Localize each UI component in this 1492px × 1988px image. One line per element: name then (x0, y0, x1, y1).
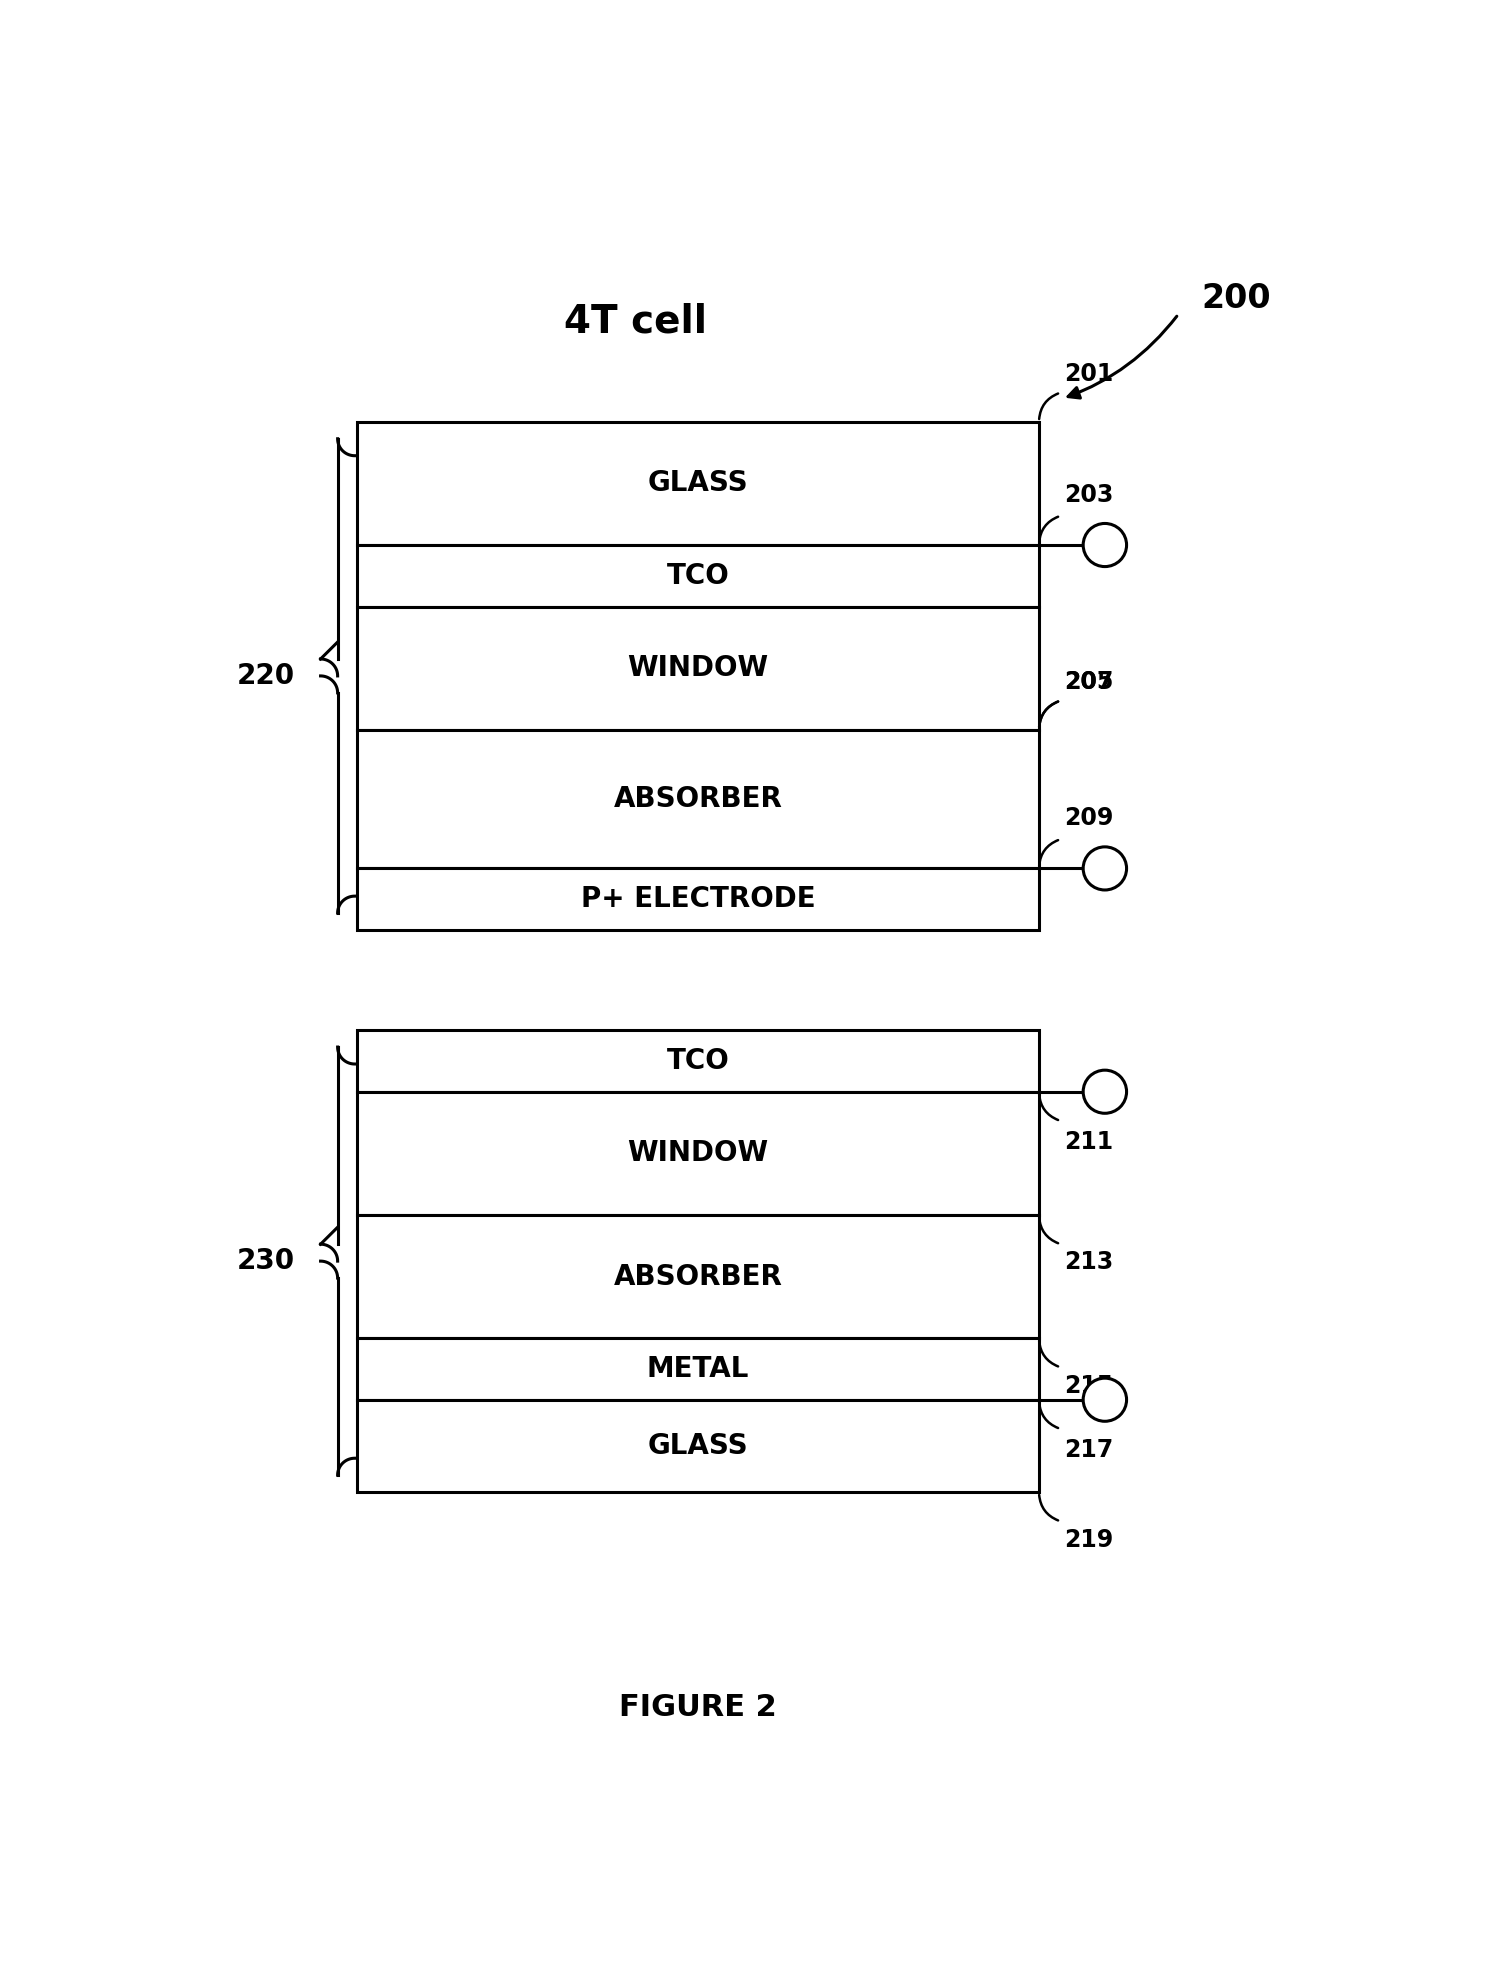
Text: GLASS: GLASS (648, 1431, 749, 1459)
Circle shape (1083, 1378, 1126, 1421)
Text: P+ ELECTRODE: P+ ELECTRODE (580, 885, 815, 912)
Bar (357, 545, 1038, 606)
Text: TCO: TCO (667, 563, 730, 590)
Bar (357, 421, 1038, 545)
Text: FIGURE 2: FIGURE 2 (619, 1694, 777, 1722)
Circle shape (1083, 1070, 1126, 1113)
Text: 207: 207 (1065, 670, 1115, 694)
Text: ABSORBER: ABSORBER (613, 1262, 782, 1290)
Circle shape (1083, 523, 1126, 567)
Text: GLASS: GLASS (648, 469, 749, 497)
Circle shape (1083, 847, 1126, 891)
Bar (357, 1030, 1038, 1091)
Text: 201: 201 (1065, 362, 1115, 386)
Text: 203: 203 (1065, 483, 1115, 507)
Text: 219: 219 (1065, 1527, 1115, 1551)
Bar (357, 1215, 1038, 1338)
Text: 205: 205 (1065, 670, 1115, 694)
Text: 217: 217 (1065, 1437, 1115, 1463)
Text: 209: 209 (1065, 805, 1115, 829)
Text: WINDOW: WINDOW (628, 654, 768, 682)
Text: TCO: TCO (667, 1048, 730, 1076)
Text: 220: 220 (237, 662, 295, 690)
Text: ABSORBER: ABSORBER (613, 785, 782, 813)
Text: 230: 230 (237, 1246, 295, 1274)
Bar (357, 730, 1038, 869)
Bar (357, 1400, 1038, 1493)
Text: WINDOW: WINDOW (628, 1139, 768, 1167)
Bar (357, 869, 1038, 930)
Text: 215: 215 (1065, 1374, 1115, 1398)
Text: 211: 211 (1065, 1131, 1113, 1155)
Text: 4T cell: 4T cell (564, 302, 707, 340)
Text: METAL: METAL (648, 1356, 749, 1384)
Bar (357, 606, 1038, 730)
Text: 213: 213 (1065, 1250, 1115, 1274)
Bar (357, 1091, 1038, 1215)
Bar (357, 1338, 1038, 1400)
Text: 200: 200 (1201, 282, 1271, 316)
